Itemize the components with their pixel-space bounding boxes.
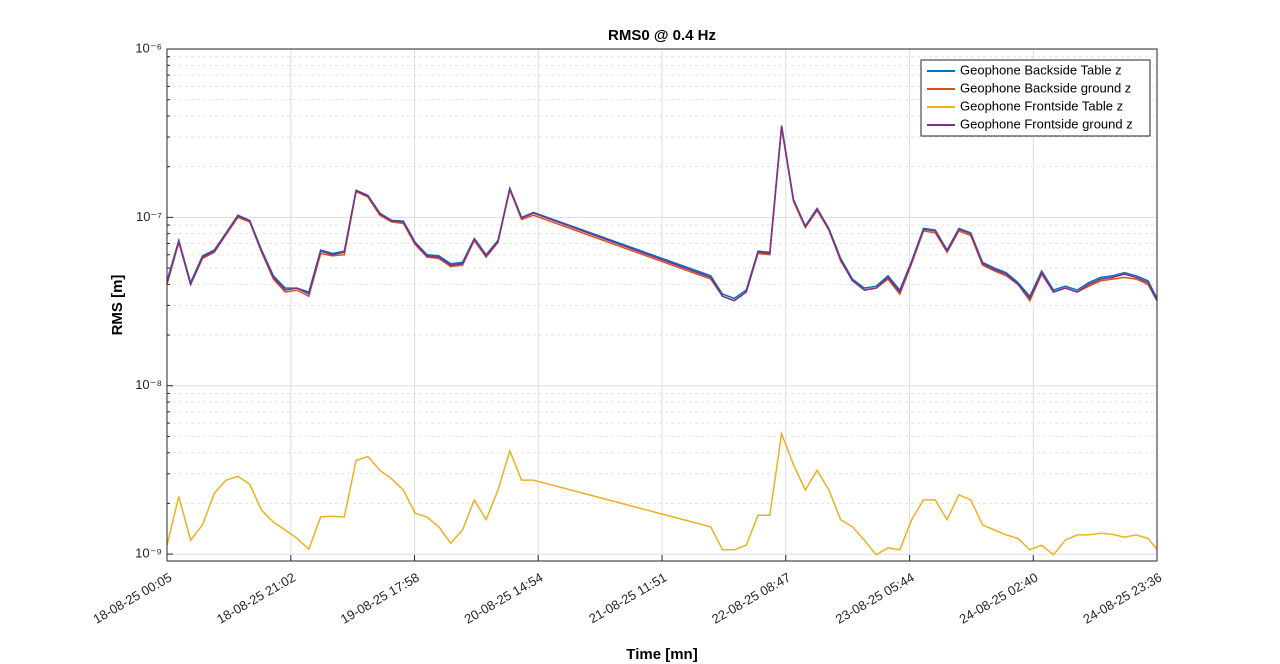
x-tick-label: 24-08-25 02:40 [957, 570, 1041, 627]
y-axis-label: RMS [m] [109, 275, 126, 336]
x-tick-label: 18-08-25 21:02 [214, 570, 298, 627]
x-tick-label: 20-08-25 14:54 [462, 570, 546, 627]
legend-box [920, 59, 1151, 137]
lines [166, 125, 1158, 556]
x-tick-label: 23-08-25 05:44 [833, 570, 917, 627]
y-tick-label: 10⁻⁸ [135, 377, 162, 392]
legend: Geophone Backside Table z Geophone Backsi… [920, 59, 1151, 137]
y-tick-label: 10⁻⁹ [135, 546, 162, 561]
legend-label: Geophone Frontside ground z [960, 116, 1133, 131]
x-tick-label: 24-08-25 23:36 [1080, 570, 1164, 627]
series-line [166, 430, 1158, 556]
series-line [166, 125, 1158, 302]
y-tick-label: 10⁻⁶ [135, 40, 162, 55]
x-tick-label: 18-08-25 00:05 [90, 570, 174, 627]
x-tick-label: 21-08-25 11:51 [586, 570, 669, 627]
x-tick-label: 19-08-25 17:58 [338, 570, 422, 627]
y-tick-label: 10⁻⁷ [136, 209, 162, 224]
grid [166, 48, 1158, 561]
legend-label: Geophone Backside ground z [960, 80, 1131, 95]
x-axis-label: Time [mn] [626, 646, 697, 663]
x-tick-label: 22-08-25 08:47 [709, 570, 793, 627]
chart-title: RMS0 @ 0.4 Hz [608, 27, 716, 44]
legend-label: Geophone Frontside Table z [960, 98, 1123, 113]
legend-label: Geophone Backside Table z [960, 62, 1122, 77]
